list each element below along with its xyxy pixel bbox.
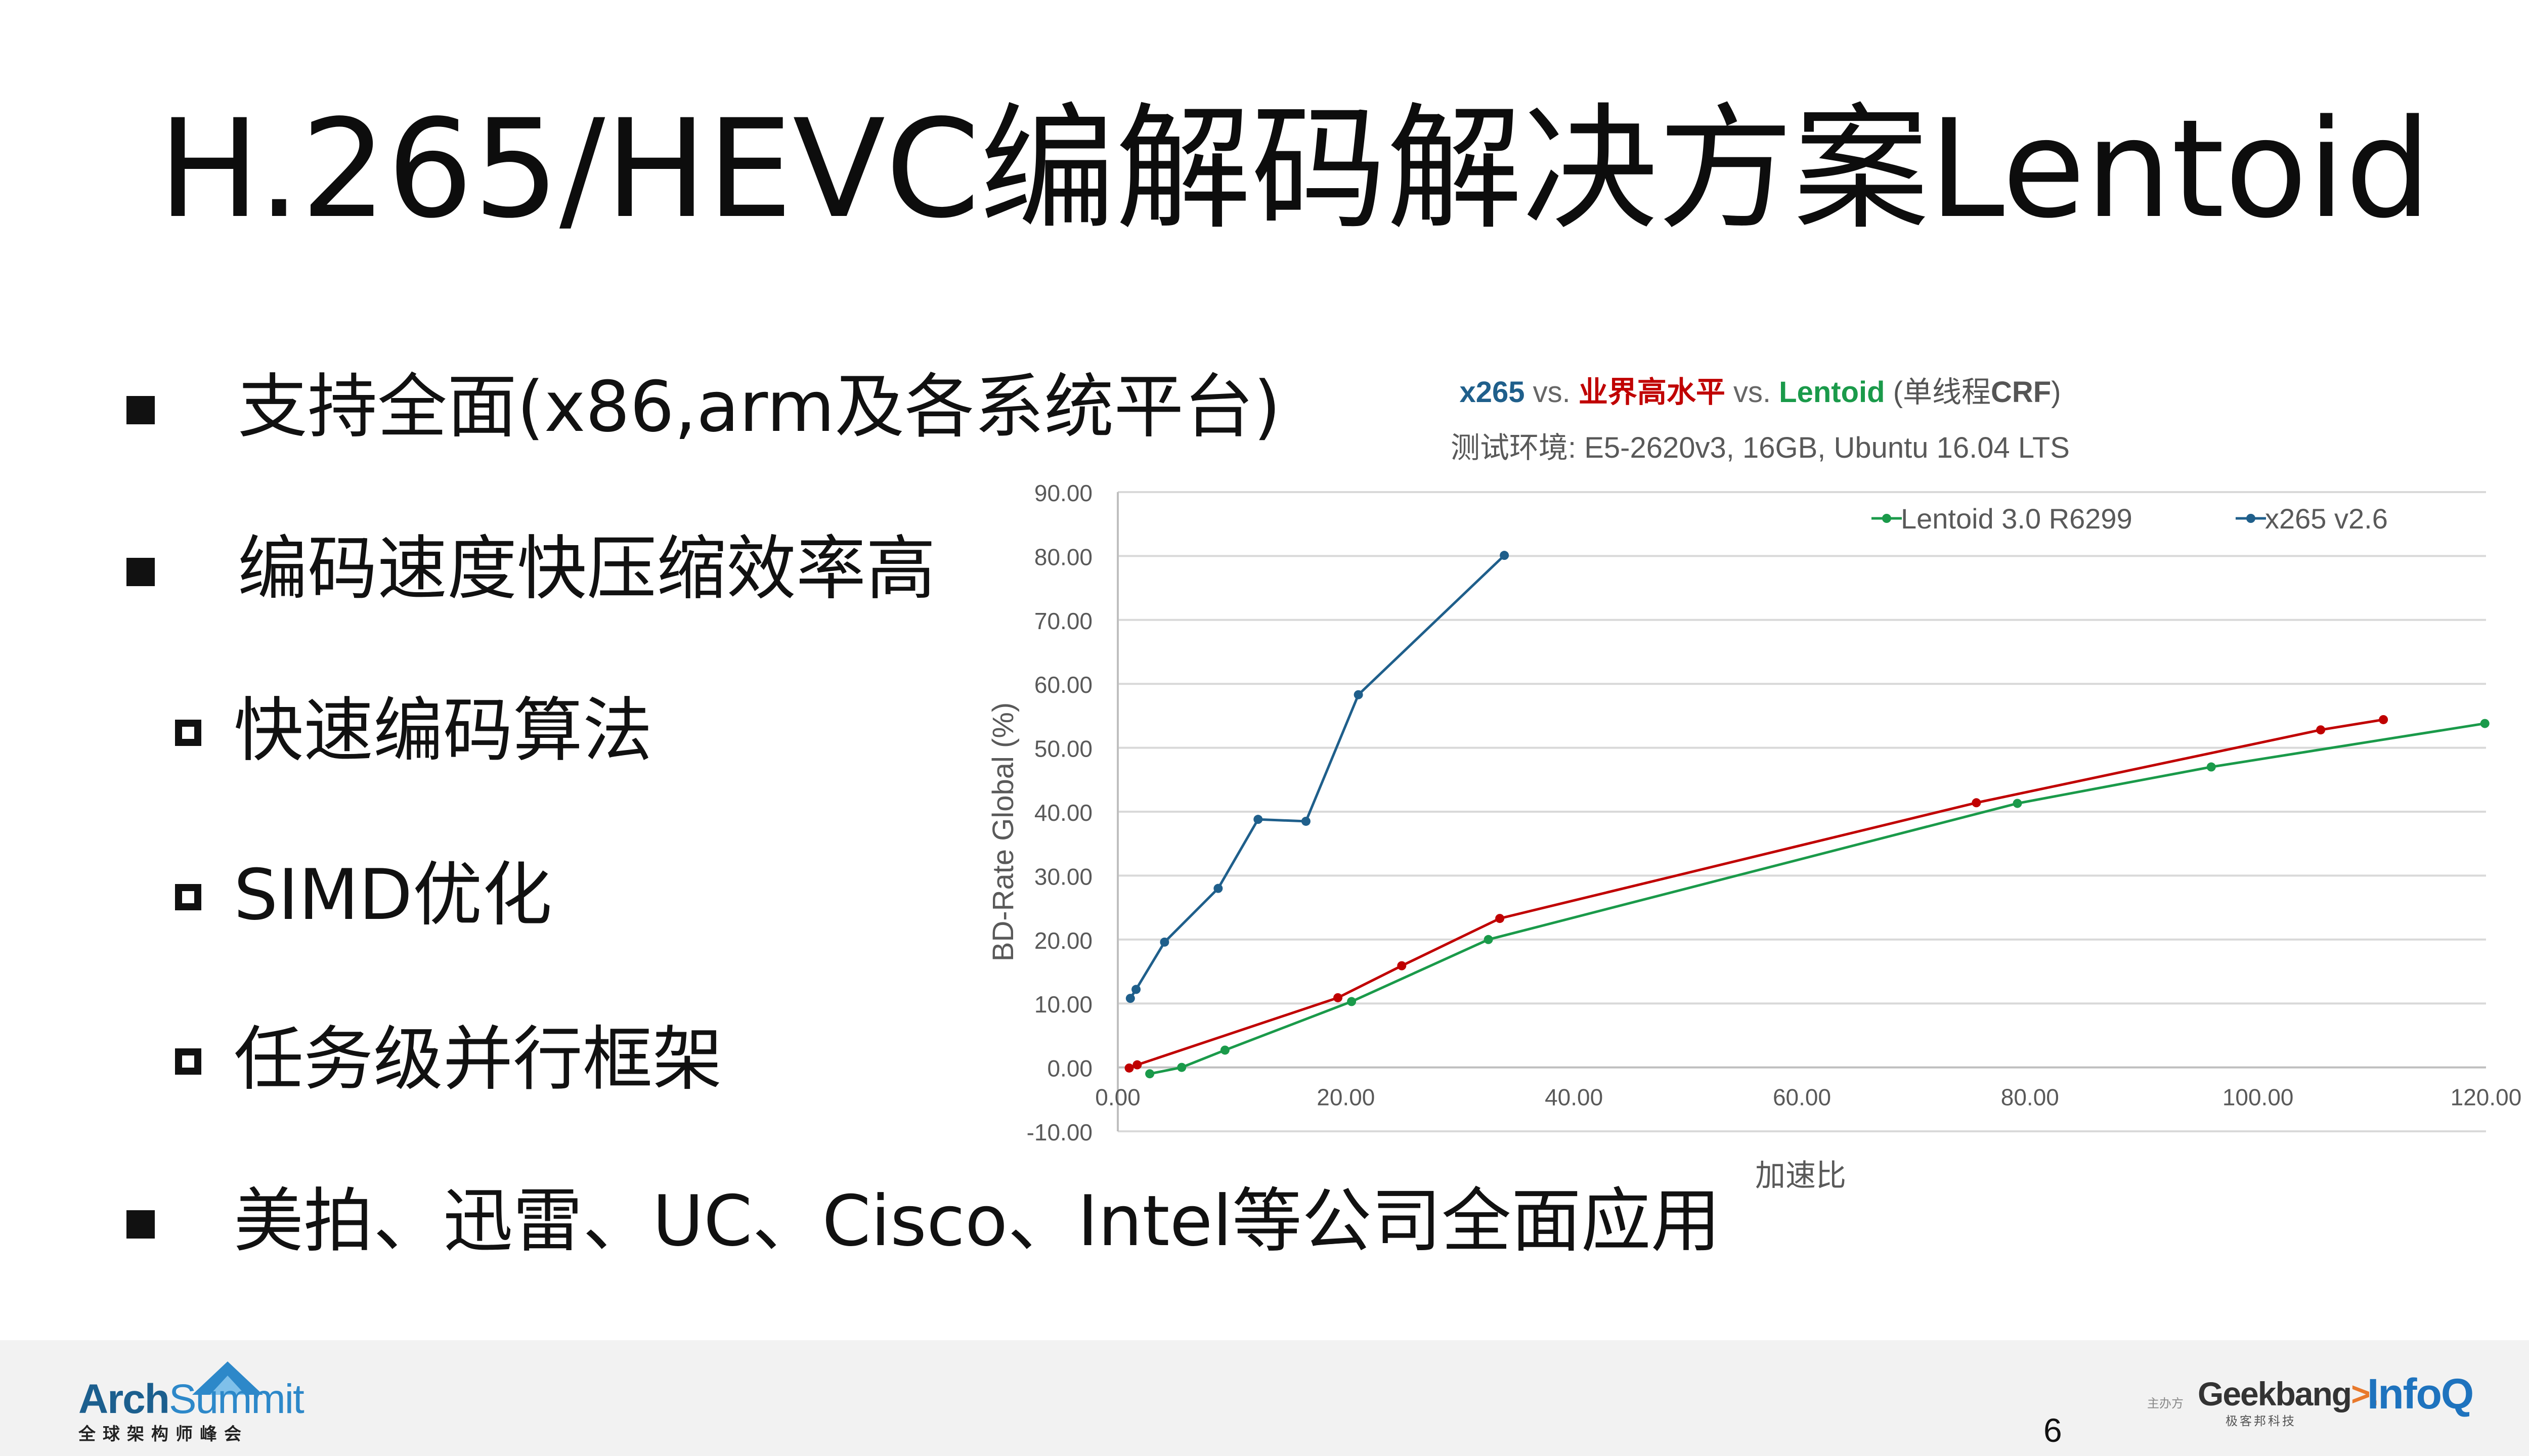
- data-point: [2316, 725, 2326, 735]
- data-point: [1253, 815, 1263, 824]
- slide-title: H.265/HEVC编解码解决方案Lentoid: [158, 91, 2431, 248]
- bd-rate-chart: x265 vs. 业界高水平 vs. Lentoid (单线程CRF) 测试环境…: [987, 376, 2522, 1194]
- series-line: [1129, 554, 1505, 999]
- y-tick-label: -10.00: [1027, 1119, 1093, 1145]
- bullet-marker-hollow: [175, 884, 201, 910]
- data-point: [2480, 719, 2490, 728]
- bullet-marker-solid: [126, 1210, 155, 1239]
- data-point: [1500, 551, 1509, 560]
- x-tick-label: 20.00: [1317, 1084, 1375, 1111]
- bullet-marker-hollow: [175, 720, 201, 746]
- page-number: 6: [2043, 1411, 2062, 1449]
- bullet-marker-solid: [126, 558, 155, 586]
- y-tick-label: 10.00: [1034, 991, 1093, 1018]
- data-point: [1301, 816, 1311, 826]
- host-label: 主办方: [2147, 1396, 2184, 1410]
- bullet-item: 美拍、迅雷、UC、Cisco、Intel等公司全面应用: [234, 1180, 1721, 1262]
- data-point: [1131, 985, 1141, 994]
- data-point: [2379, 715, 2388, 724]
- y-tick-label: 50.00: [1034, 736, 1093, 762]
- geekbang-logo: Geekbang>.: [2198, 1375, 2379, 1413]
- archsummit-subtitle: 全球架构师峰会: [78, 1424, 248, 1444]
- data-point: [2013, 799, 2022, 808]
- data-point: [1397, 961, 1407, 970]
- y-axis-label: BD-Rate Global (%): [987, 702, 1020, 961]
- legend-swatch-marker: [1882, 514, 1891, 523]
- data-point: [1484, 935, 1493, 944]
- y-tick-label: 70.00: [1034, 608, 1093, 634]
- data-point: [1220, 1045, 1230, 1055]
- x-tick-label: 100.00: [2222, 1084, 2294, 1111]
- x-tick-label: 0.00: [1095, 1084, 1141, 1111]
- bullet-item: 编码速度快压缩效率高: [238, 528, 936, 609]
- chart-title-part: vs.: [1524, 376, 1578, 409]
- data-point: [2206, 762, 2216, 772]
- axes: -10.000.0010.0020.0030.0040.0050.0060.00…: [1027, 480, 2522, 1145]
- data-point: [1132, 1060, 1142, 1070]
- y-tick-label: 90.00: [1034, 480, 1093, 506]
- x-tick-label: 40.00: [1545, 1084, 1603, 1111]
- chart-subtitle: 测试环境: E5-2620v3, 16GB, Ubuntu 16.04 LTS: [1451, 431, 2070, 464]
- series-line: [1128, 718, 2384, 1070]
- legend-label: Lentoid 3.0 R6299: [1901, 503, 2132, 535]
- x-tick-label: 80.00: [2001, 1084, 2059, 1111]
- y-tick-label: 60.00: [1034, 672, 1093, 698]
- legend: Lentoid 3.0 R6299 x265 v2.6: [1871, 503, 2388, 535]
- data-point: [1354, 690, 1363, 699]
- chart-title-part: 业界高水平: [1579, 376, 1725, 409]
- data-point: [1972, 798, 1981, 808]
- chart-title-part: x265: [1459, 376, 1524, 409]
- x-axis-label: 加速比: [1755, 1158, 1846, 1194]
- bullet-marker-hollow: [175, 1048, 201, 1075]
- chart-title: x265 vs. 业界高水平 vs. Lentoid (单线程CRF): [1459, 376, 2061, 409]
- grid-lines: [1118, 491, 2486, 1132]
- chart-title-part: CRF: [1991, 376, 2051, 409]
- legend-label: x265 v2.6: [2265, 503, 2388, 535]
- legend-swatch-marker: [2246, 514, 2255, 523]
- series-layer: [1124, 551, 2490, 1079]
- data-point: [1213, 884, 1223, 893]
- geekbang-subtitle: 极客邦科技: [2226, 1414, 2296, 1428]
- sub-bullet-item: 任务级并行框架: [234, 1019, 723, 1100]
- y-tick-label: 30.00: [1034, 863, 1093, 890]
- data-point: [1125, 994, 1135, 1003]
- archsummit-logo: ArchSummit: [78, 1376, 304, 1422]
- sub-bullet-item: SIMD优化: [234, 854, 552, 936]
- infoq-logo: InfoQ: [2367, 1370, 2474, 1418]
- sub-bullet-item: 快速编码算法: [234, 690, 653, 771]
- data-point: [1177, 1063, 1187, 1072]
- chart-title-part: Lentoid: [1779, 376, 1885, 409]
- summit-mountain-icon: [192, 1361, 263, 1395]
- footer-bar: [0, 1340, 2529, 1456]
- data-point: [1495, 914, 1505, 923]
- x-tick-label: 120.00: [2451, 1084, 2522, 1111]
- data-point: [1160, 937, 1169, 947]
- y-tick-label: 80.00: [1034, 544, 1093, 570]
- chart-title-part: ): [2051, 376, 2061, 409]
- bullet-item: 支持全面(x86,arm及各系统平台): [238, 366, 1281, 448]
- y-tick-label: 0.00: [1047, 1055, 1093, 1082]
- data-point: [1145, 1069, 1155, 1079]
- x-tick-label: 60.00: [1773, 1084, 1831, 1111]
- chart-title-part: (单线程: [1885, 376, 1991, 409]
- y-tick-label: 40.00: [1034, 800, 1093, 826]
- data-point: [1333, 993, 1343, 1002]
- y-tick-label: 20.00: [1034, 928, 1093, 954]
- bullet-marker-solid: [126, 396, 155, 424]
- chart-title-part: vs.: [1725, 376, 1779, 409]
- series-line: [1149, 722, 2486, 1075]
- data-point: [1124, 1063, 1134, 1073]
- data-point: [1347, 997, 1357, 1006]
